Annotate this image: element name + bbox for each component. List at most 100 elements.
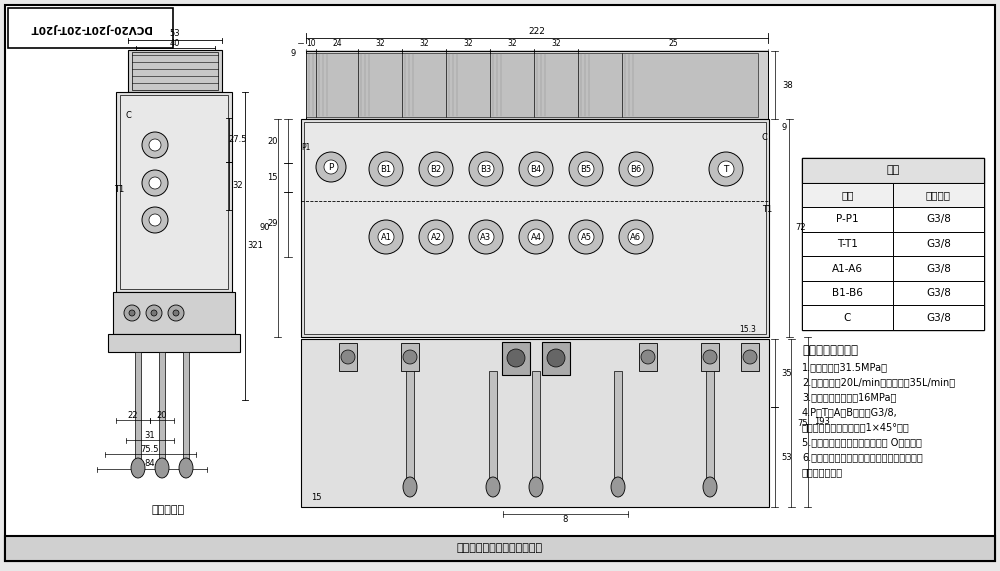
Ellipse shape: [155, 458, 169, 478]
Text: 3.安装阀调定压力：16MPa；: 3.安装阀调定压力：16MPa；: [802, 392, 896, 402]
Bar: [578, 53, 622, 117]
Text: A4: A4: [530, 232, 542, 242]
Text: 32: 32: [375, 38, 385, 47]
Bar: [183, 352, 189, 462]
Text: B3: B3: [480, 164, 492, 174]
Ellipse shape: [529, 477, 543, 497]
Text: 1.额定压力：31.5MPa；: 1.额定压力：31.5MPa；: [802, 362, 888, 372]
Text: 40: 40: [170, 38, 180, 47]
Text: 液压原理图: 液压原理图: [151, 505, 185, 515]
Circle shape: [369, 220, 403, 254]
Text: 321: 321: [247, 242, 263, 251]
Bar: [113, 292, 235, 334]
Circle shape: [628, 161, 644, 177]
Bar: [489, 371, 497, 479]
Text: 29: 29: [268, 219, 278, 228]
Text: B1: B1: [380, 164, 392, 174]
Circle shape: [641, 350, 655, 364]
Text: 15.3: 15.3: [739, 324, 756, 333]
Text: 接口: 接口: [841, 190, 854, 200]
Text: T: T: [723, 164, 729, 174]
Bar: [406, 371, 414, 479]
Text: 22: 22: [128, 412, 138, 420]
Bar: [5, 536, 995, 561]
Bar: [893, 183, 984, 207]
Bar: [116, 92, 232, 292]
Circle shape: [428, 161, 444, 177]
Text: P: P: [328, 163, 334, 171]
Text: 5.控制方式：手动、弹簧复位。 O型阀樿；: 5.控制方式：手动、弹簧复位。 O型阀樿；: [802, 437, 922, 447]
Text: 84: 84: [145, 460, 155, 468]
Ellipse shape: [703, 477, 717, 497]
Circle shape: [403, 350, 417, 364]
Circle shape: [569, 152, 603, 186]
Circle shape: [419, 152, 453, 186]
Bar: [893, 232, 984, 256]
Circle shape: [341, 350, 355, 364]
Circle shape: [703, 350, 717, 364]
Circle shape: [547, 349, 565, 367]
Circle shape: [142, 132, 168, 158]
Circle shape: [149, 214, 161, 226]
Text: T-T1: T-T1: [837, 239, 858, 249]
Bar: [502, 342, 530, 375]
Circle shape: [142, 207, 168, 233]
Text: B5: B5: [580, 164, 592, 174]
Circle shape: [378, 229, 394, 245]
Text: 35: 35: [781, 368, 792, 377]
Bar: [741, 343, 759, 371]
Circle shape: [419, 220, 453, 254]
Text: 8: 8: [562, 516, 568, 525]
Circle shape: [173, 310, 179, 316]
Text: A3: A3: [480, 232, 492, 242]
Bar: [802, 305, 893, 330]
Ellipse shape: [131, 458, 145, 478]
Circle shape: [149, 139, 161, 151]
Bar: [622, 53, 758, 117]
Text: 27.5: 27.5: [229, 135, 247, 144]
Circle shape: [316, 152, 346, 182]
Text: 24: 24: [332, 38, 342, 47]
Circle shape: [718, 161, 734, 177]
Text: 32: 32: [551, 38, 561, 47]
Text: 25: 25: [668, 38, 678, 47]
Bar: [802, 158, 984, 183]
Text: 90: 90: [260, 223, 270, 232]
Text: 架后盖为铝本色: 架后盖为铝本色: [802, 467, 843, 477]
Bar: [306, 53, 316, 117]
Bar: [706, 371, 714, 479]
Text: B2: B2: [430, 164, 442, 174]
Bar: [304, 122, 766, 334]
Bar: [534, 53, 578, 117]
Text: 阀体: 阀体: [886, 165, 900, 175]
Circle shape: [428, 229, 444, 245]
Bar: [701, 343, 719, 371]
Text: A5: A5: [580, 232, 592, 242]
Circle shape: [324, 160, 338, 174]
Text: P-P1: P-P1: [836, 215, 859, 224]
Text: 20: 20: [268, 136, 278, 146]
Bar: [893, 207, 984, 232]
Text: 10: 10: [306, 38, 316, 47]
Text: G3/8: G3/8: [926, 288, 951, 298]
Text: A6: A6: [630, 232, 642, 242]
Circle shape: [578, 229, 594, 245]
Bar: [402, 53, 446, 117]
Circle shape: [743, 350, 757, 364]
Text: 20: 20: [157, 412, 167, 420]
Text: 38: 38: [782, 81, 793, 90]
Bar: [316, 53, 358, 117]
Text: 15: 15: [311, 493, 321, 501]
Circle shape: [619, 220, 653, 254]
Circle shape: [578, 161, 594, 177]
Circle shape: [528, 161, 544, 177]
Text: 72: 72: [795, 223, 806, 232]
Bar: [639, 343, 657, 371]
Bar: [8, 8, 173, 48]
Ellipse shape: [403, 477, 417, 497]
Circle shape: [628, 229, 644, 245]
Text: G3/8: G3/8: [926, 264, 951, 274]
Circle shape: [369, 152, 403, 186]
Text: 2.额定流量：20L/min、最大流量35L/min；: 2.额定流量：20L/min、最大流量35L/min；: [802, 377, 955, 387]
Bar: [802, 232, 893, 256]
